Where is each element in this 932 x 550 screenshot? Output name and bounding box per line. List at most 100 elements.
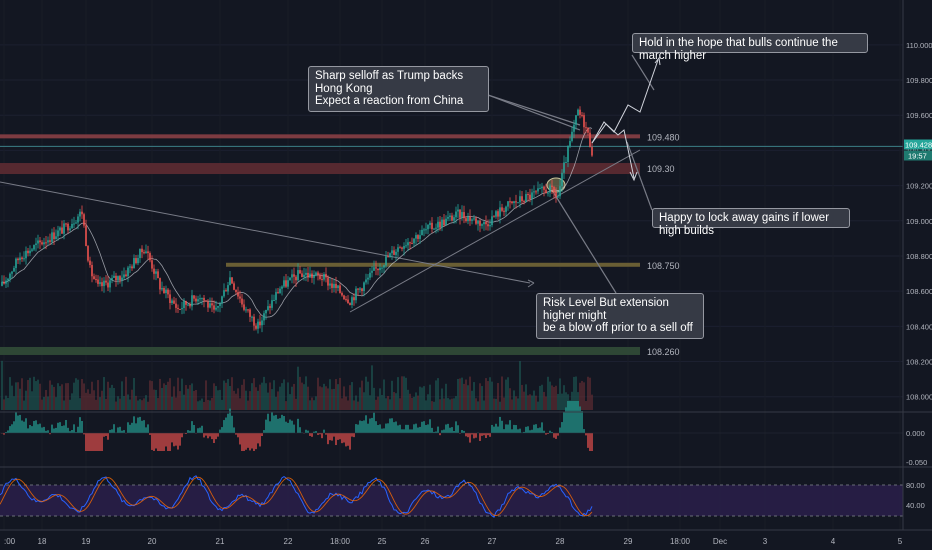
- macd-bar: [585, 433, 587, 436]
- volume-bar: [573, 376, 575, 410]
- volume-bar: [261, 382, 263, 410]
- candle-body: [535, 191, 537, 193]
- volume-bar: [383, 379, 385, 410]
- volume-bar: [235, 393, 237, 410]
- candle-body: [513, 201, 515, 204]
- candle-body: [257, 321, 259, 329]
- volume-bar: [239, 398, 241, 410]
- candle-body: [527, 194, 529, 196]
- macd-bar: [271, 411, 273, 433]
- volume-bar: [495, 398, 497, 410]
- candle-body: [423, 229, 425, 231]
- downtrend-arrow-a: [527, 279, 535, 284]
- candle-body: [385, 256, 387, 266]
- volume-bar: [3, 399, 5, 410]
- macd-bar: [215, 433, 217, 440]
- volume-bar: [337, 384, 339, 410]
- candle-body: [591, 147, 593, 156]
- macd-bar: [71, 429, 73, 433]
- candle-body: [63, 223, 65, 234]
- macd-bar: [299, 427, 301, 433]
- macd-bar: [287, 422, 289, 433]
- candle-body: [561, 172, 563, 187]
- macd-bar: [553, 433, 555, 438]
- candle-body: [311, 273, 313, 278]
- annotation-risk-level[interactable]: Risk Level But extension higher might be…: [536, 293, 704, 339]
- candle-body: [377, 268, 379, 271]
- candle-body: [541, 186, 543, 189]
- candle-body: [429, 222, 431, 226]
- volume-bar: [289, 394, 291, 410]
- annotation-hold[interactable]: Hold in the hope that bulls continue the…: [632, 33, 868, 62]
- stochastic-pane: [0, 475, 903, 518]
- candle-body: [43, 242, 45, 245]
- volume-bar: [413, 396, 415, 410]
- candle-body: [473, 218, 475, 220]
- macd-bar: [475, 433, 477, 438]
- volume-bar: [273, 380, 275, 410]
- candle-body: [211, 303, 213, 306]
- macd-bar: [383, 428, 385, 433]
- macd-bar: [143, 420, 145, 433]
- candle-body: [551, 185, 553, 187]
- candle-body: [491, 216, 493, 226]
- volume-bar: [37, 379, 39, 410]
- candle-body: [163, 288, 165, 294]
- candle-body: [383, 265, 385, 268]
- candle-body: [23, 258, 25, 260]
- candle-body: [169, 294, 171, 304]
- volume-bar: [41, 399, 43, 410]
- candle-body: [453, 217, 455, 221]
- annotation-lock-gains[interactable]: Happy to lock away gains if lower high b…: [652, 208, 850, 237]
- candle-body: [471, 219, 473, 221]
- volume-bar: [197, 401, 199, 410]
- macd-bar: [305, 429, 307, 433]
- volume-bar: [253, 378, 255, 410]
- macd-bar: [499, 416, 501, 433]
- volume-bar: [127, 394, 129, 410]
- volume-bar: [81, 379, 83, 410]
- volume-bar: [559, 378, 561, 410]
- candle-body: [141, 248, 143, 253]
- macd-bar: [355, 424, 357, 433]
- annotation-selloff[interactable]: Sharp selloff as Trump backs Hong Kong E…: [308, 66, 489, 112]
- volume-bar: [493, 398, 495, 410]
- candle-body: [331, 283, 333, 288]
- macd-bar: [141, 420, 143, 433]
- candle-body: [45, 242, 47, 244]
- macd-bar: [127, 422, 129, 433]
- volume-bar: [539, 385, 541, 410]
- macd-bar: [309, 433, 311, 436]
- pointer-selloff-a: [487, 94, 581, 126]
- volume-bar: [221, 399, 223, 410]
- candle-body: [25, 250, 27, 259]
- macd-bar: [129, 424, 131, 433]
- volume-bar: [553, 386, 555, 410]
- candle-body: [309, 273, 311, 278]
- candles: [1, 106, 593, 334]
- candle-body: [487, 224, 489, 227]
- time-tick-label: 18:00: [670, 537, 691, 546]
- macd-bar: [489, 433, 491, 437]
- volume-bar: [213, 383, 215, 410]
- volume-bar: [499, 401, 501, 410]
- macd-bar: [15, 411, 17, 433]
- macd-bar: [419, 426, 421, 433]
- candle-body: [447, 216, 449, 219]
- macd-bar: [583, 429, 585, 433]
- macd-bar: [41, 427, 43, 433]
- projection-bullish: [591, 59, 659, 144]
- candle-body: [437, 221, 439, 228]
- volume-bar: [315, 396, 317, 410]
- candle-body: [499, 207, 501, 217]
- candle-body: [295, 276, 297, 281]
- candle-body: [291, 274, 293, 278]
- volume-bar: [319, 386, 321, 410]
- macd-bar: [297, 418, 299, 433]
- volume-bar: [233, 390, 235, 410]
- macd-bar: [527, 426, 529, 433]
- candle-body: [11, 271, 13, 274]
- volume-bar: [365, 376, 367, 410]
- pane-separators: [0, 0, 932, 531]
- volume-bar: [393, 392, 395, 410]
